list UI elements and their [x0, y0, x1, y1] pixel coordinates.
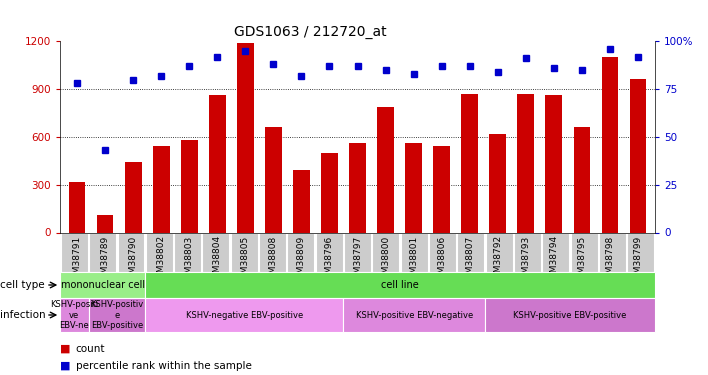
- Bar: [518, 94, 535, 232]
- Bar: [349, 143, 366, 232]
- Bar: [60, 298, 88, 332]
- Text: infection: infection: [0, 310, 45, 320]
- Bar: [145, 298, 343, 332]
- Bar: [265, 128, 282, 232]
- Text: count: count: [76, 344, 105, 354]
- Text: KSHV-negative EBV-positive: KSHV-negative EBV-positive: [185, 310, 303, 320]
- Bar: [237, 43, 253, 232]
- Bar: [343, 298, 485, 332]
- Bar: [88, 298, 145, 332]
- Bar: [97, 215, 113, 232]
- Bar: [377, 106, 394, 232]
- Text: KSHV-positive EBV-negative: KSHV-positive EBV-negative: [355, 310, 473, 320]
- Bar: [462, 94, 478, 232]
- Bar: [145, 272, 655, 298]
- Bar: [433, 147, 450, 232]
- Text: ■: ■: [60, 361, 74, 370]
- Bar: [629, 80, 646, 232]
- Text: ■: ■: [60, 344, 74, 354]
- Text: percentile rank within the sample: percentile rank within the sample: [76, 361, 251, 370]
- Bar: [125, 162, 142, 232]
- Text: cell type: cell type: [0, 280, 45, 290]
- Text: cell line: cell line: [381, 280, 419, 290]
- Bar: [545, 96, 562, 232]
- Bar: [405, 143, 422, 232]
- Text: KSHV-positiv
e
EBV-positive: KSHV-positiv e EBV-positive: [90, 300, 144, 330]
- Title: GDS1063 / 212720_at: GDS1063 / 212720_at: [234, 25, 387, 39]
- Bar: [209, 96, 226, 232]
- Bar: [489, 134, 506, 232]
- Bar: [60, 272, 145, 298]
- Bar: [153, 147, 170, 232]
- Bar: [181, 140, 198, 232]
- Text: mononuclear cell: mononuclear cell: [61, 280, 144, 290]
- Bar: [69, 182, 86, 232]
- Bar: [321, 153, 338, 232]
- Bar: [485, 298, 655, 332]
- Text: KSHV-positi
ve
EBV-ne: KSHV-positi ve EBV-ne: [50, 300, 98, 330]
- Text: KSHV-positive EBV-positive: KSHV-positive EBV-positive: [513, 310, 627, 320]
- Bar: [293, 170, 310, 232]
- Bar: [602, 57, 618, 232]
- Bar: [573, 128, 590, 232]
